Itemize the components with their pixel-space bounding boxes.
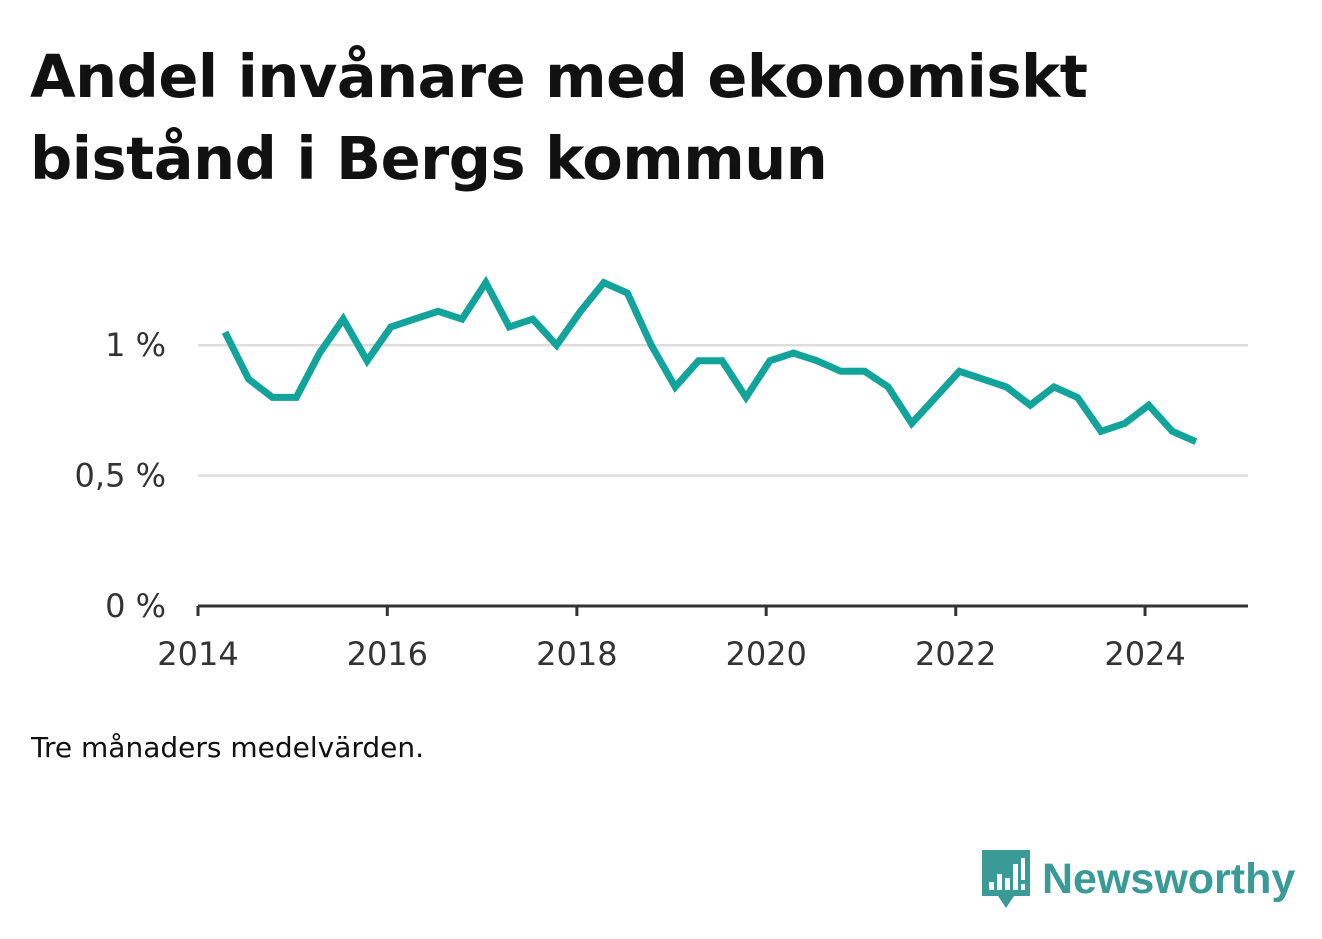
x-tick-label: 2022 xyxy=(915,635,996,673)
x-tick-label: 2014 xyxy=(157,635,238,673)
y-tick-label: 0,5 % xyxy=(75,457,166,495)
series-line xyxy=(221,275,1198,445)
line-chart: 0 % 0,5 % 1 % 2014 2016 2018 2020 2022 2024 xyxy=(75,275,1248,673)
gridlines xyxy=(198,343,1248,477)
y-tick-label: 1 % xyxy=(105,326,166,364)
x-axis-labels: 2014 2016 2018 2020 2022 2024 xyxy=(157,635,1185,673)
chart-note: Tre månaders medelvärden. xyxy=(31,731,425,764)
x-tick-label: 2024 xyxy=(1104,635,1185,673)
x-tick-label: 2018 xyxy=(536,635,617,673)
chart-title: Andel invånare med ekonomiskt bistånd i … xyxy=(30,42,1088,193)
y-tick-label: 0 % xyxy=(105,587,166,625)
x-axis xyxy=(196,604,1248,616)
brand-logo[interactable]: Newsworthy xyxy=(980,848,1295,910)
x-tick-label: 2020 xyxy=(725,635,806,673)
newsworthy-logo-icon xyxy=(982,850,1030,908)
series xyxy=(221,275,1198,445)
y-axis-labels: 0 % 0,5 % 1 % xyxy=(75,326,166,625)
brand-name: Newsworthy xyxy=(1042,854,1296,903)
x-tick-label: 2016 xyxy=(347,635,428,673)
